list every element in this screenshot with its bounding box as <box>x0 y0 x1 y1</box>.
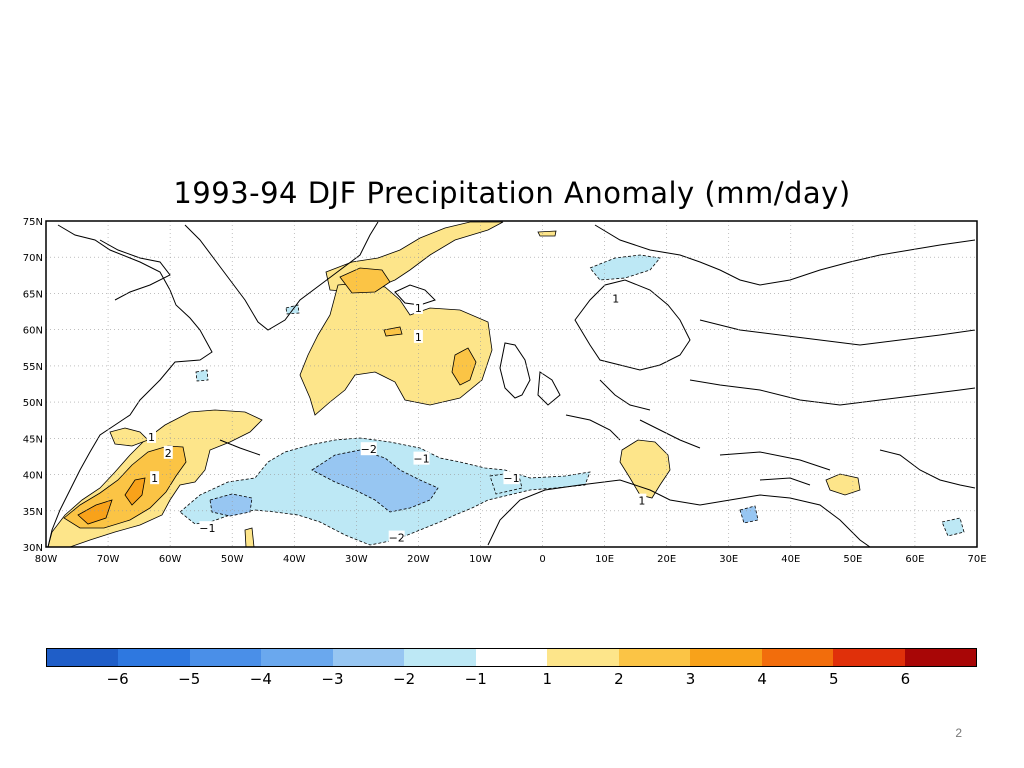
latitude-label: 30N <box>23 543 43 554</box>
contour-label: 2 <box>165 447 172 460</box>
latitude-label: 55N <box>23 362 43 373</box>
latitude-label: 40N <box>23 471 43 482</box>
colorbar-tick-label: 4 <box>757 670 767 688</box>
colorbar-segment <box>690 649 762 666</box>
latitude-label: 45N <box>23 434 43 445</box>
longitude-label: 40W <box>283 554 306 565</box>
slide-number: 2 <box>955 726 962 740</box>
longitude-label: 10W <box>469 554 492 565</box>
coastlines <box>47 221 976 547</box>
latitude-label: 65N <box>23 289 43 300</box>
colorbar-segment <box>189 649 262 666</box>
longitude-label: 50E <box>843 554 862 565</box>
colorbar-segment <box>332 649 405 666</box>
longitude-label: 20E <box>657 554 676 565</box>
longitude-label: 60W <box>159 554 182 565</box>
longitude-label: 40E <box>781 554 800 565</box>
colorbar-segment <box>618 649 691 666</box>
longitude-label: 30E <box>719 554 738 565</box>
colorbar-tick-label: −1 <box>464 670 487 688</box>
contour-label: 1 <box>151 472 158 485</box>
contour-label: −1 <box>413 453 429 466</box>
colorbar-segment <box>761 649 834 666</box>
graticule <box>46 221 977 547</box>
colorbar-segment <box>833 649 905 666</box>
longitude-label: 50W <box>221 554 244 565</box>
contour-label-bg <box>360 442 377 456</box>
contour-label: 1 <box>415 331 422 344</box>
colorbar-tick-label: 1 <box>542 670 553 688</box>
colorbar-segment <box>904 649 977 666</box>
negative-anomaly-regions <box>179 254 965 546</box>
longitude-label: 60E <box>905 554 924 565</box>
colorbar-tick-label: 2 <box>614 670 624 688</box>
contour-label: 1 <box>612 293 619 306</box>
colorbar-segment <box>547 649 619 666</box>
contour-label-bg <box>413 300 423 314</box>
colorbar-tick-label: −6 <box>106 670 129 688</box>
colorbar-segment <box>475 649 548 666</box>
colorbar-tick-label: −3 <box>321 670 344 688</box>
longitude-label: 0 <box>539 554 545 565</box>
map-frame <box>45 220 978 548</box>
colorbar-tick-label: −5 <box>178 670 201 688</box>
contour-label: 1 <box>148 431 155 444</box>
colorbar-segment <box>404 649 476 666</box>
contour-label: −2 <box>361 443 377 456</box>
contour-label: −1 <box>199 522 215 535</box>
colorbar-tick-label: −2 <box>393 670 416 688</box>
contour-label-bg <box>147 429 157 443</box>
latitude-labels: 75N 70N 65N 60N 55N 50N 45N 40N 35N 30N <box>23 217 43 554</box>
contour-label-bg <box>163 445 173 459</box>
map-title: 1993-94 DJF Precipitation Anomaly (mm/da… <box>173 176 851 210</box>
colorbar <box>46 648 977 667</box>
longitude-label: 70W <box>97 554 120 565</box>
longitude-labels: 80W 70W 60W 50W 40W 30W 20W 10W 0 10E 20E 30E 40E 50E… <box>35 554 987 565</box>
latitude-label: 60N <box>23 326 43 337</box>
longitude-label: 20W <box>407 554 430 565</box>
contour-label-bg <box>413 329 423 343</box>
latitude-label: 50N <box>23 398 43 409</box>
latitude-label: 75N <box>23 217 43 228</box>
colorbar-tick-label: 3 <box>685 670 696 688</box>
colorbar-segment <box>47 649 119 666</box>
colorbar-tick-label: −4 <box>249 670 272 688</box>
colorbar-segment <box>118 649 190 666</box>
contour-label-bg <box>388 530 405 544</box>
colorbar-segment <box>261 649 333 666</box>
latitude-label: 35N <box>23 507 43 518</box>
contour-label: −1 <box>503 472 519 485</box>
contour-label: 1 <box>415 302 422 315</box>
longitude-label: 30W <box>345 554 368 565</box>
contour-label-bg <box>199 521 216 535</box>
contour-label-bg <box>503 471 520 485</box>
contour-label: −2 <box>389 532 405 545</box>
longitude-label: 70E <box>967 554 986 565</box>
contour-label-bg <box>413 451 430 465</box>
contour-label-bg <box>611 291 621 305</box>
colorbar-tick-label: 6 <box>900 670 911 688</box>
colorbar-tick-label: 5 <box>828 670 839 688</box>
contour-label: 1 <box>638 495 645 508</box>
latitude-label: 70N <box>23 253 43 264</box>
contour-label-bg <box>150 471 160 485</box>
contour-label-bg <box>637 493 647 507</box>
longitude-label: 80W <box>35 554 58 565</box>
longitude-label: 10E <box>595 554 614 565</box>
